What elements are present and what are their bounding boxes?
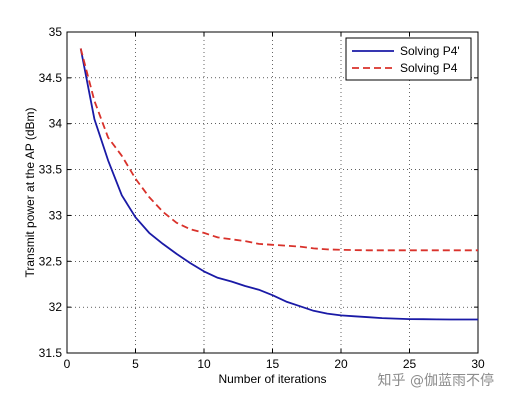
- x-axis-label: Number of iterations: [218, 372, 326, 386]
- y-tick-label: 32: [49, 300, 63, 314]
- y-tick-label: 33.5: [39, 163, 63, 177]
- x-tick-label: 15: [266, 357, 280, 371]
- x-tick-label: 20: [334, 357, 348, 371]
- x-tick-label: 30: [471, 357, 485, 371]
- series-line-2: [79, 48, 478, 252]
- y-tick-label: 33: [49, 208, 63, 222]
- x-tick-label: 10: [197, 357, 211, 371]
- series-line-1: [79, 48, 478, 321]
- y-tick-label: 35: [49, 25, 63, 39]
- x-tick-label: 0: [64, 357, 71, 371]
- grid-lines: [67, 32, 478, 353]
- y-tick-label: 32.5: [39, 254, 63, 268]
- legend-label-2: Solving P4: [400, 61, 458, 75]
- legend-label-1: Solving P4': [400, 44, 460, 58]
- series-lines: [79, 48, 478, 321]
- y-tick-label: 34.5: [39, 71, 63, 85]
- y-tick-label: 31.5: [39, 346, 63, 360]
- x-tick-label: 25: [403, 357, 417, 371]
- legend-box: [345, 37, 472, 81]
- legend: Solving P4' Solving P4: [345, 37, 472, 81]
- watermark-text: 知乎 @伽蓝雨不停: [378, 372, 494, 389]
- y-tick-label: 34: [49, 117, 63, 131]
- axis-ticks: 0 5 10 15 20 25 30 31.5 32 32.5 33 33.5 34 34.5 35: [39, 25, 485, 371]
- x-tick-label: 5: [132, 357, 139, 371]
- y-axis-label: Transmit power at the AP (dBm): [23, 107, 37, 277]
